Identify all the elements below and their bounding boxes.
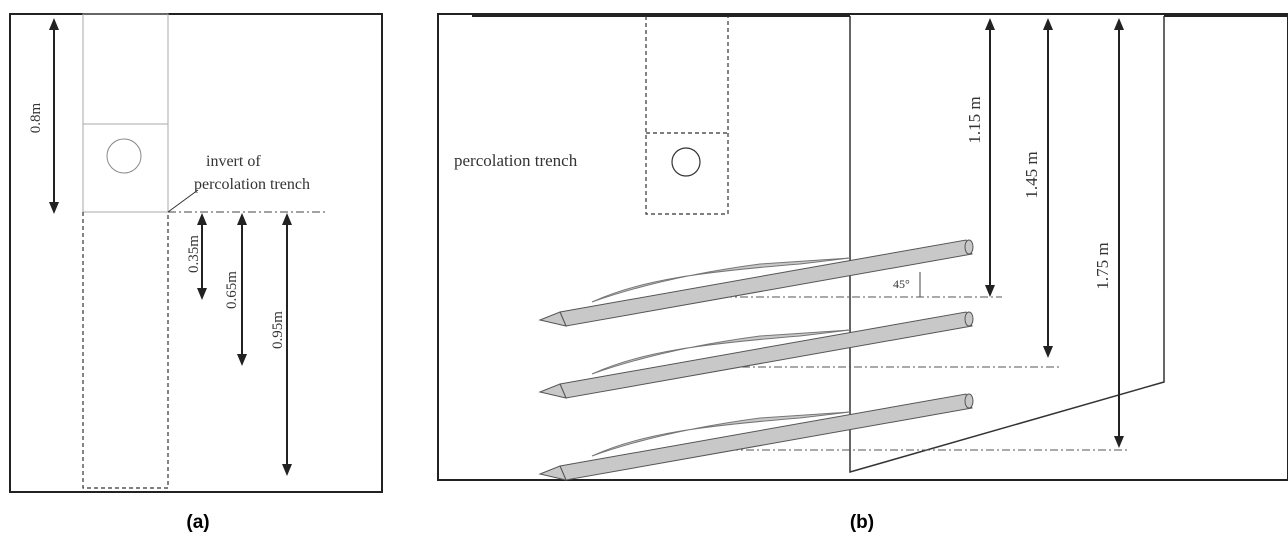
- label-45-deg: 45°: [893, 277, 910, 291]
- dim-arrow-0-65: [237, 213, 247, 366]
- dim-arrow-0-8: [49, 18, 59, 214]
- drain-pipe: [106, 138, 142, 174]
- dim-arrow-1-75: [1114, 18, 1124, 448]
- label-1-45m: 1.45 m: [1022, 151, 1041, 198]
- rod-3: [538, 393, 974, 481]
- label-1-75m: 1.75 m: [1093, 242, 1112, 289]
- label-percolation-trench: percolation trench: [454, 151, 578, 170]
- caption-a: (a): [186, 512, 209, 533]
- trench-dashed: [645, 16, 729, 215]
- soil-column-dashed: [82, 212, 169, 489]
- excavation-outline: [849, 16, 1165, 473]
- panel-b: percolation trench 45°: [437, 13, 1288, 533]
- caption-b: (b): [850, 512, 874, 533]
- invert-leader: [167, 189, 199, 213]
- dim-arrow-1-15: [985, 18, 995, 297]
- dim-arrow-0-95: [282, 213, 292, 476]
- label-invert-line1: invert of: [206, 153, 261, 170]
- rod-1: [538, 239, 974, 327]
- dim-arrow-1-45: [1043, 18, 1053, 358]
- panel-a-frame: [9, 13, 383, 493]
- panel-b-frame: [437, 13, 1288, 481]
- label-invert-line2: percolation trench: [194, 176, 310, 193]
- label-0-95m: 0.95m: [270, 311, 286, 349]
- label-0-65m: 0.65m: [224, 271, 240, 309]
- rod-2: [538, 311, 974, 399]
- label-0-8m: 0.8m: [28, 102, 44, 133]
- trench-pipe: [671, 147, 701, 177]
- label-0-35m: 0.35m: [186, 235, 202, 273]
- panel-a: 0.8m invert of percolation trench 0.35m …: [9, 13, 383, 533]
- label-1-15m: 1.15 m: [965, 96, 984, 143]
- dim-arrow-0-35: [197, 213, 207, 300]
- trench-box: [82, 13, 169, 213]
